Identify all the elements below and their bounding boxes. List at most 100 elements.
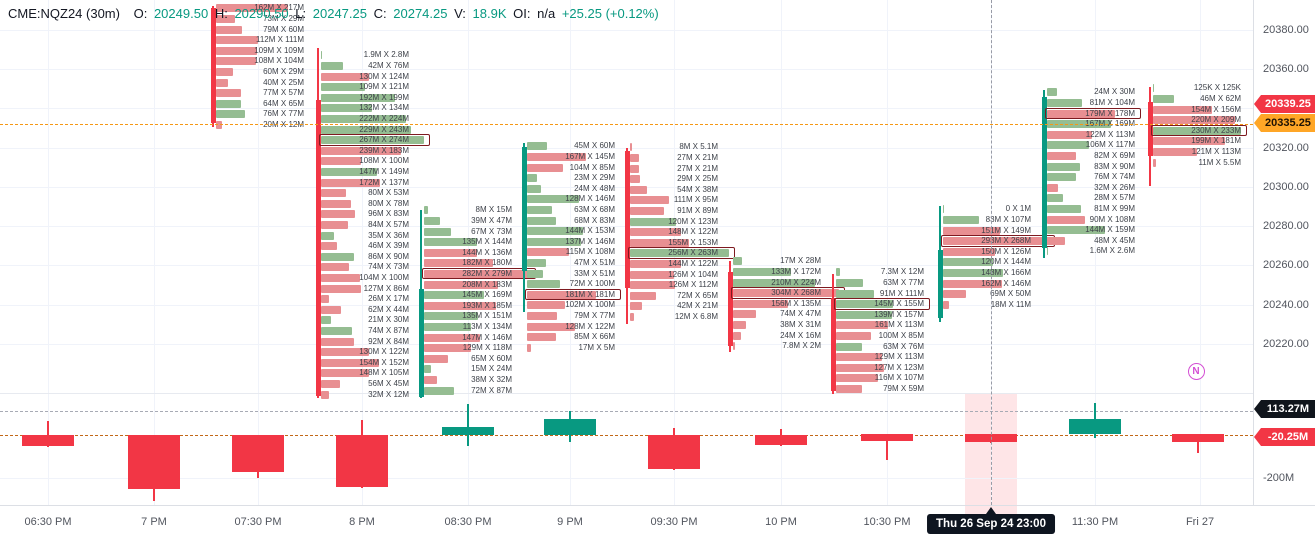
bid-ask-label: 167M X 169M bbox=[1085, 119, 1135, 129]
delta-candle[interactable] bbox=[22, 435, 74, 446]
volume-row: 21M X 30M bbox=[321, 315, 415, 325]
volume-row: 76M X 74M bbox=[1047, 172, 1141, 182]
volume-row: 15M X 24M bbox=[424, 364, 518, 374]
delta-candle[interactable] bbox=[1172, 434, 1224, 442]
time-tick-label: 08:30 PM bbox=[444, 516, 492, 528]
volume-row: 7.8M X 2M bbox=[733, 341, 827, 351]
bid-ask-label: 68M X 83M bbox=[574, 215, 615, 225]
delta-candle[interactable] bbox=[544, 419, 596, 435]
volume-row: 112M X 111M bbox=[216, 35, 310, 45]
bid-ask-label: 63M X 76M bbox=[883, 341, 924, 351]
candle-body[interactable] bbox=[418, 289, 424, 397]
volume-bar bbox=[424, 269, 530, 278]
bid-ask-label: 108M X 104M bbox=[254, 56, 304, 66]
volume-row: 127M X 123M bbox=[836, 363, 930, 372]
volume-bar bbox=[527, 290, 596, 299]
volume-bar bbox=[424, 280, 499, 289]
volume-row: 144M X 153M bbox=[527, 226, 621, 236]
bid-ask-label: 24M X 48M bbox=[574, 183, 615, 193]
candle-body[interactable] bbox=[521, 147, 527, 271]
volume-bar bbox=[733, 289, 839, 298]
poc-highlight-box bbox=[1045, 107, 1141, 119]
volume-row: 133M X 172M bbox=[733, 267, 827, 276]
volume-row: 79M X 77M bbox=[527, 311, 621, 320]
volume-bar bbox=[1047, 88, 1058, 97]
bid-ask-label: 128M X 122M bbox=[565, 321, 615, 331]
volume-row: 104M X 100M bbox=[321, 273, 415, 282]
volume-bar bbox=[630, 228, 682, 237]
volume-row: 72M X 65M bbox=[630, 291, 724, 300]
delta-candle[interactable] bbox=[861, 434, 913, 441]
bid-ask-label: 130M X 122M bbox=[359, 347, 409, 357]
volume-row: 126M X 104M bbox=[630, 270, 724, 279]
bid-ask-label: 65M X 60M bbox=[471, 353, 512, 363]
volume-bar bbox=[527, 280, 560, 289]
volume-bar bbox=[424, 238, 477, 247]
bid-ask-label: 85M X 66M bbox=[574, 332, 615, 342]
candle-body[interactable] bbox=[727, 272, 733, 346]
candle-body[interactable] bbox=[210, 8, 216, 123]
price-badge-black: 113.27M bbox=[1254, 400, 1315, 418]
bid-ask-label: 129M X 113M bbox=[874, 352, 924, 362]
volume-bar bbox=[1153, 84, 1154, 93]
symbol-title[interactable]: CME:NQZ24 (30m) bbox=[8, 6, 120, 21]
volume-row: 106M X 117M bbox=[1047, 140, 1141, 150]
candle-body[interactable] bbox=[937, 250, 943, 318]
price-tick-label: 20260.00 bbox=[1263, 259, 1309, 271]
bid-ask-label: 33M X 51M bbox=[574, 268, 615, 278]
volume-row: 54M X 38M bbox=[630, 185, 724, 194]
bid-ask-label: 256M X 263M bbox=[668, 248, 718, 258]
delta-candle[interactable] bbox=[232, 435, 284, 472]
volume-bar bbox=[1047, 162, 1080, 171]
candle-body[interactable] bbox=[315, 100, 321, 396]
volume-bar bbox=[630, 206, 665, 215]
candle-body[interactable] bbox=[624, 151, 630, 288]
volume-bar bbox=[836, 300, 893, 309]
bid-ask-label: 83M X 90M bbox=[1094, 161, 1135, 171]
bid-ask-label: 76M X 74M bbox=[1094, 172, 1135, 182]
volume-bar bbox=[321, 146, 402, 155]
candle-body[interactable] bbox=[830, 298, 836, 391]
price-badge-red: -20.25M bbox=[1254, 428, 1315, 446]
volume-bar bbox=[424, 322, 471, 331]
bid-ask-label: 100M X 85M bbox=[878, 330, 924, 340]
open-interest-label: OI: bbox=[513, 6, 531, 21]
volume-bar bbox=[943, 215, 980, 224]
volume-bar bbox=[527, 343, 532, 352]
delta-candle[interactable] bbox=[128, 435, 180, 489]
volume-bar bbox=[321, 379, 341, 388]
volume-bar bbox=[630, 281, 676, 290]
volume-row: 27M X 21M bbox=[630, 153, 724, 162]
candle-body[interactable] bbox=[1041, 97, 1047, 248]
chart-plot-area[interactable]: 162M X 217M 73M X 29M 79M X 60M 112M X 111M… bbox=[0, 0, 1253, 505]
candle-body[interactable] bbox=[1147, 102, 1153, 156]
time-axis[interactable]: Thu 26 Sep 24 23:00 06:30 PM 7 PM 07:30 PM… bbox=[0, 505, 1315, 544]
ohlc-close-value: 20274.25 bbox=[393, 6, 448, 21]
bid-ask-label: 91M X 89M bbox=[677, 205, 718, 215]
delta-candle[interactable] bbox=[648, 435, 700, 469]
bid-ask-label: 69M X 50M bbox=[990, 289, 1031, 299]
bid-ask-label: 104M X 100M bbox=[359, 272, 409, 282]
delta-candle[interactable] bbox=[336, 435, 388, 487]
delta-candle[interactable] bbox=[442, 427, 494, 435]
volume-row: 85M X 66M bbox=[527, 332, 621, 342]
volume-value: 18.9K bbox=[472, 6, 507, 21]
volume-row: 154M X 152M bbox=[321, 358, 415, 367]
news-marker[interactable]: N bbox=[1187, 362, 1205, 380]
bid-ask-label: 150M X 126M bbox=[981, 246, 1031, 256]
bid-ask-label: 113M X 134M bbox=[462, 321, 512, 331]
volume-bar bbox=[836, 278, 863, 287]
price-tick-label: 20380.00 bbox=[1263, 24, 1309, 36]
bid-ask-label: 148M X 105M bbox=[359, 368, 409, 378]
price-axis[interactable]: 20380.00 20360.00 20320.00 20300.00 20280.00… bbox=[1253, 0, 1315, 505]
bid-ask-label: 172M X 137M bbox=[359, 177, 409, 187]
volume-bar bbox=[321, 51, 322, 60]
bid-ask-label: 84M X 57M bbox=[368, 219, 409, 229]
delta-candle[interactable] bbox=[755, 435, 807, 445]
delta-candle[interactable] bbox=[1069, 419, 1121, 434]
volume-bar bbox=[943, 205, 944, 214]
price-tick-label: 20280.00 bbox=[1263, 220, 1309, 232]
volume-bar bbox=[321, 358, 380, 367]
ohlc-low-label: L: bbox=[295, 6, 307, 21]
volume-row: 154M X 156M bbox=[1153, 105, 1247, 114]
